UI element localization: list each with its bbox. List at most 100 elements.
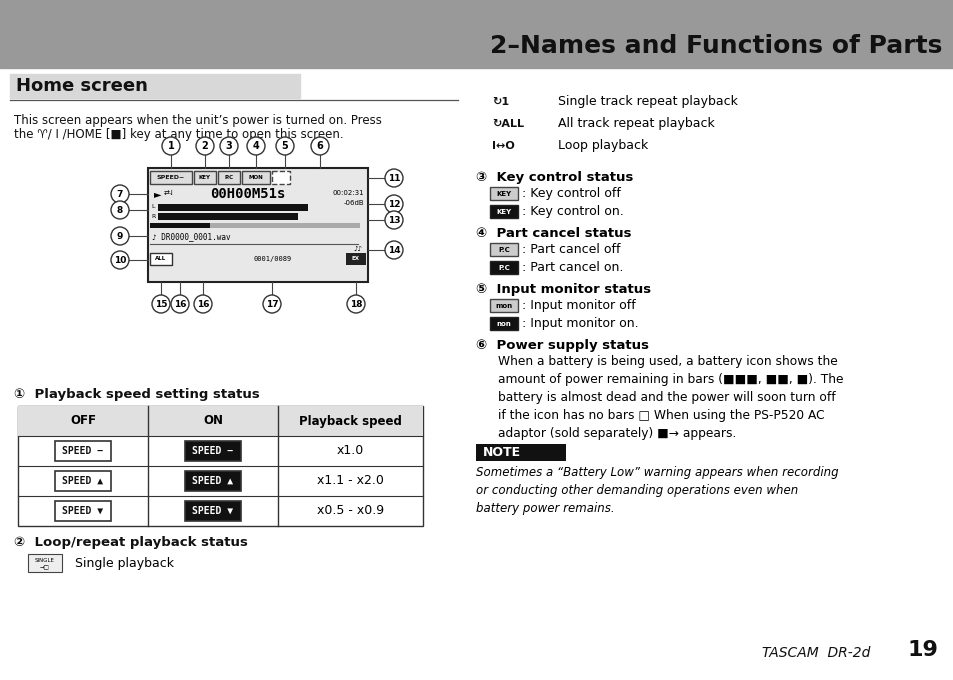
Text: 16: 16 (196, 300, 209, 309)
Circle shape (171, 295, 189, 313)
Text: OFF: OFF (70, 415, 96, 428)
Text: ⑤  Input monitor status: ⑤ Input monitor status (476, 283, 651, 296)
Text: KEY: KEY (496, 209, 511, 214)
Circle shape (195, 137, 213, 155)
Bar (490, 261, 517, 274)
Text: 3: 3 (226, 141, 233, 151)
Text: KEY: KEY (496, 190, 511, 197)
Text: SINGLE: SINGLE (35, 558, 55, 562)
Circle shape (385, 211, 402, 229)
Circle shape (111, 227, 129, 245)
Text: 19: 19 (906, 640, 937, 660)
Bar (148, 168, 368, 282)
Text: SPEED ▼: SPEED ▼ (62, 506, 104, 516)
Bar (490, 205, 517, 218)
Bar (193, 171, 215, 184)
Text: P.C: P.C (224, 175, 233, 180)
Bar (150, 223, 210, 228)
Text: TASCAM  DR-2d: TASCAM DR-2d (760, 646, 869, 660)
Text: ALL: ALL (155, 256, 167, 262)
Text: 0001/0089: 0001/0089 (253, 256, 292, 262)
Text: KEY: KEY (199, 175, 211, 180)
Circle shape (162, 137, 180, 155)
Text: 6: 6 (316, 141, 323, 151)
Text: Playback speed: Playback speed (298, 415, 401, 428)
Bar (158, 204, 308, 211)
Text: ON: ON (203, 415, 223, 428)
Bar (490, 317, 517, 330)
Text: 10: 10 (113, 256, 126, 265)
Text: non: non (497, 320, 511, 326)
Text: x0.5 - x0.9: x0.5 - x0.9 (316, 505, 384, 517)
Bar (476, 444, 565, 461)
Text: 14: 14 (387, 245, 400, 255)
Text: All track repeat playback: All track repeat playback (558, 118, 714, 131)
Circle shape (263, 295, 281, 313)
Circle shape (275, 137, 294, 155)
Text: ⑥  Power supply status: ⑥ Power supply status (476, 339, 648, 352)
Bar (272, 171, 290, 184)
Text: 5: 5 (281, 141, 288, 151)
Bar (490, 187, 517, 200)
Text: : Key control off: : Key control off (521, 187, 620, 200)
Text: : Part cancel on.: : Part cancel on. (521, 261, 622, 274)
Circle shape (111, 251, 129, 269)
Text: : Key control on.: : Key control on. (521, 205, 623, 218)
Text: x1.0: x1.0 (336, 445, 364, 458)
Text: 12: 12 (387, 200, 400, 209)
Circle shape (347, 295, 365, 313)
Circle shape (111, 185, 129, 203)
Text: : Input monitor off: : Input monitor off (521, 299, 635, 312)
Bar (150, 223, 359, 228)
Circle shape (193, 295, 212, 313)
Text: SPEED ▲: SPEED ▲ (62, 476, 104, 486)
Text: 1: 1 (168, 141, 174, 151)
Text: 13: 13 (387, 216, 400, 225)
Bar (55, 471, 111, 491)
Bar (150, 253, 172, 265)
Bar (18, 406, 422, 436)
Text: mon: mon (495, 303, 512, 309)
Bar (18, 406, 422, 526)
Circle shape (247, 137, 265, 155)
Text: NOTE: NOTE (482, 446, 520, 459)
Text: -06dB: -06dB (343, 200, 364, 206)
Text: 11: 11 (387, 174, 400, 183)
Text: 2: 2 (201, 141, 208, 151)
Text: 00:02:31: 00:02:31 (332, 190, 364, 196)
Circle shape (152, 295, 170, 313)
Text: ②  Loop/repeat playback status: ② Loop/repeat playback status (14, 536, 248, 549)
Text: 00H00M51s: 00H00M51s (210, 187, 285, 201)
Text: ↻ALL: ↻ALL (492, 119, 523, 129)
Text: Loop playback: Loop playback (558, 139, 648, 152)
Text: 15: 15 (154, 300, 167, 309)
Bar (185, 471, 241, 491)
Bar (490, 243, 517, 256)
Text: 17: 17 (265, 300, 278, 309)
Text: ↻1: ↻1 (492, 97, 509, 107)
Text: When a battery is being used, a battery icon shows the
amount of power remaining: When a battery is being used, a battery … (497, 355, 842, 440)
Bar (150, 171, 192, 184)
Text: 7: 7 (116, 190, 123, 199)
Text: 9: 9 (116, 232, 123, 241)
Text: : Part cancel off: : Part cancel off (521, 243, 619, 256)
Text: ③  Key control status: ③ Key control status (476, 171, 633, 184)
Bar (346, 253, 366, 265)
Text: L: L (151, 205, 154, 209)
Bar (218, 171, 240, 184)
Text: 2–Names and Functions of Parts: 2–Names and Functions of Parts (489, 34, 941, 58)
Circle shape (311, 137, 329, 155)
Text: ⇄⇃: ⇄⇃ (164, 190, 175, 196)
Text: 16: 16 (173, 300, 186, 309)
Text: ♪♪: ♪♪ (353, 246, 361, 252)
Bar (0, 0, 953, 68)
Text: SPEED ▲: SPEED ▲ (193, 476, 233, 486)
Text: 8: 8 (117, 206, 123, 215)
Text: Single playback: Single playback (75, 556, 173, 570)
Circle shape (385, 195, 402, 213)
Text: Sometimes a “Battery Low” warning appears when recording
or conducting other dem: Sometimes a “Battery Low” warning appear… (476, 466, 838, 515)
Text: SPEED ▼: SPEED ▼ (193, 506, 233, 516)
Text: Single track repeat playback: Single track repeat playback (558, 95, 737, 109)
Text: ►: ► (153, 189, 161, 199)
Text: SPEED−: SPEED− (156, 175, 185, 180)
